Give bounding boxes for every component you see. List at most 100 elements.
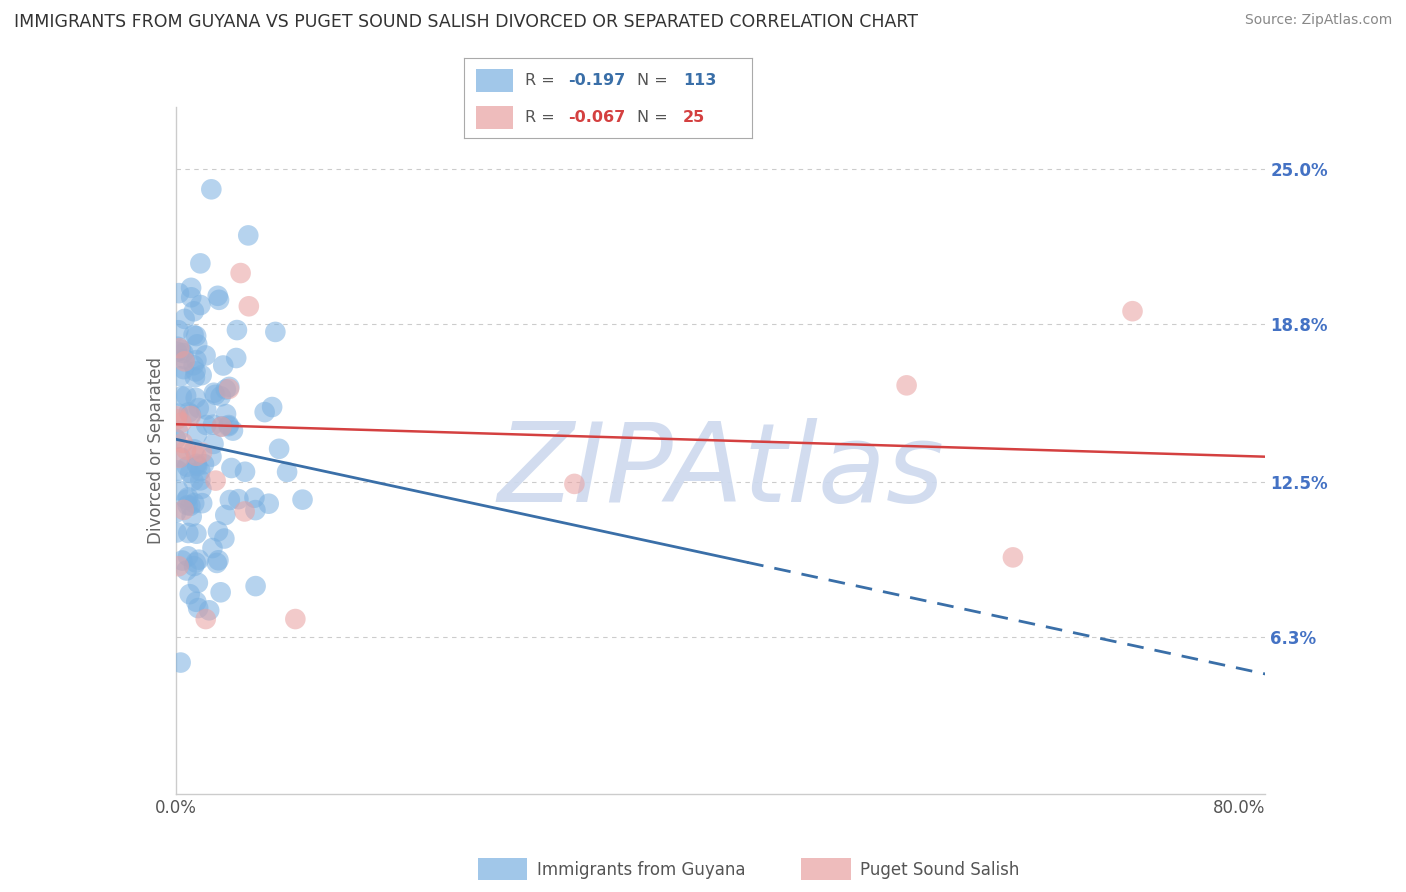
Point [191, 445, 214, 459]
Point [166, 409, 188, 424]
Point [221, 461, 243, 475]
Point [264, 325, 287, 339]
Point [183, 474, 205, 488]
Point [204, 388, 226, 402]
Point [167, 425, 190, 439]
Point [188, 474, 211, 488]
Point [167, 323, 190, 337]
Point [212, 359, 235, 373]
Point [202, 385, 225, 400]
Point [218, 493, 240, 508]
Text: 25: 25 [683, 110, 706, 125]
Point [180, 509, 202, 524]
Point [211, 419, 233, 434]
Point [176, 498, 198, 512]
Point [205, 556, 228, 570]
Point [201, 541, 224, 555]
Point [233, 465, 256, 479]
Point [177, 405, 200, 419]
Point [173, 352, 195, 367]
Point [207, 289, 229, 303]
Point [208, 293, 231, 307]
Point [174, 389, 197, 403]
Point [167, 450, 190, 465]
Point [233, 504, 256, 518]
Point [276, 465, 298, 479]
Point [166, 340, 188, 354]
Text: R =: R = [524, 73, 560, 88]
Point [173, 354, 195, 368]
Point [262, 400, 284, 414]
Point [183, 559, 205, 574]
Point [186, 595, 208, 609]
Bar [475, 70, 513, 92]
Point [291, 492, 314, 507]
Point [166, 412, 188, 426]
Point [202, 437, 225, 451]
Point [173, 312, 195, 326]
Text: N =: N = [637, 73, 673, 88]
Point [194, 348, 217, 362]
Point [170, 416, 193, 430]
Point [186, 353, 208, 368]
Text: Source: ZipAtlas.com: Source: ZipAtlas.com [1244, 13, 1392, 28]
Point [238, 228, 260, 243]
Point [186, 458, 208, 473]
Point [184, 364, 207, 378]
Point [218, 419, 240, 434]
Text: N =: N = [637, 110, 673, 125]
Point [187, 401, 209, 415]
Point [172, 346, 194, 360]
Point [166, 525, 188, 540]
Point [186, 526, 208, 541]
Point [184, 391, 207, 405]
Point [229, 266, 252, 280]
Point [218, 418, 240, 433]
Text: -0.197: -0.197 [568, 73, 626, 88]
Point [222, 424, 245, 438]
Point [179, 499, 201, 513]
Text: IMMIGRANTS FROM GUYANA VS PUGET SOUND SALISH DIVORCED OR SEPARATED CORRELATION C: IMMIGRANTS FROM GUYANA VS PUGET SOUND SA… [14, 13, 918, 31]
Point [167, 483, 190, 497]
Point [183, 442, 205, 457]
Text: ZIPAtlas: ZIPAtlas [498, 417, 943, 524]
Point [188, 464, 211, 478]
Point [225, 351, 247, 365]
Point [257, 497, 280, 511]
Point [214, 532, 236, 546]
Point [194, 612, 217, 626]
Point [215, 407, 238, 421]
Point [198, 603, 221, 617]
Point [169, 656, 191, 670]
Point [187, 601, 209, 615]
Point [1121, 304, 1143, 318]
Point [195, 402, 218, 417]
Point [207, 524, 229, 539]
Point [214, 508, 236, 522]
Point [190, 482, 212, 496]
Point [176, 492, 198, 507]
Point [183, 327, 205, 342]
Point [200, 182, 222, 196]
Point [186, 457, 208, 471]
Point [165, 505, 187, 519]
Point [238, 299, 260, 313]
Point [215, 383, 238, 397]
Point [180, 290, 202, 304]
Point [245, 503, 267, 517]
Point [169, 369, 191, 384]
Text: Immigrants from Guyana: Immigrants from Guyana [537, 861, 745, 879]
Point [896, 378, 918, 392]
Point [195, 417, 218, 432]
Point [284, 612, 307, 626]
Text: Puget Sound Salish: Puget Sound Salish [860, 861, 1019, 879]
Point [186, 329, 208, 343]
Point [173, 503, 195, 517]
Point [183, 496, 205, 510]
Point [207, 553, 229, 567]
Point [209, 585, 232, 599]
Point [191, 496, 214, 510]
Point [186, 449, 208, 463]
Point [167, 559, 190, 574]
Point [269, 442, 291, 456]
